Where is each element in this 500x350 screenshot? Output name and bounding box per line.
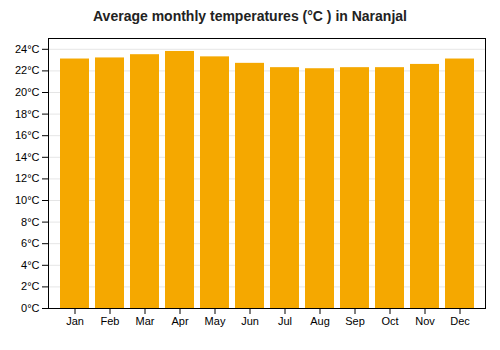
svg-text:0°C: 0°C <box>21 302 40 314</box>
svg-text:Dec: Dec <box>450 315 470 327</box>
svg-text:Oct: Oct <box>381 315 398 327</box>
svg-text:Jan: Jan <box>66 315 84 327</box>
svg-text:Apr: Apr <box>171 315 188 327</box>
svg-text:2°C: 2°C <box>21 280 40 292</box>
svg-text:16°C: 16°C <box>15 129 40 141</box>
svg-text:Nov: Nov <box>415 315 435 327</box>
svg-text:Aug: Aug <box>310 315 330 327</box>
svg-text:12°C: 12°C <box>15 172 40 184</box>
svg-text:Jul: Jul <box>278 315 292 327</box>
svg-text:14°C: 14°C <box>15 151 40 163</box>
html-text:Average monthly temperatures (: Average monthly temperatures (°C ) in Na… <box>93 8 407 24</box>
svg-text:18°C: 18°C <box>15 108 40 120</box>
svg-text:Feb: Feb <box>101 315 120 327</box>
svg-text:May: May <box>205 315 226 327</box>
svg-text:24°C: 24°C <box>15 43 40 55</box>
svg-text:6°C: 6°C <box>21 237 40 249</box>
svg-text:8°C: 8°C <box>21 216 40 228</box>
svg-text:Sep: Sep <box>345 315 365 327</box>
svg-text:4°C: 4°C <box>21 259 40 271</box>
svg-text:Jun: Jun <box>241 315 259 327</box>
svg-text:20°C: 20°C <box>15 86 40 98</box>
svg-text:22°C: 22°C <box>15 64 40 76</box>
svg-text:Mar: Mar <box>136 315 155 327</box>
svg-text:10°C: 10°C <box>15 194 40 206</box>
